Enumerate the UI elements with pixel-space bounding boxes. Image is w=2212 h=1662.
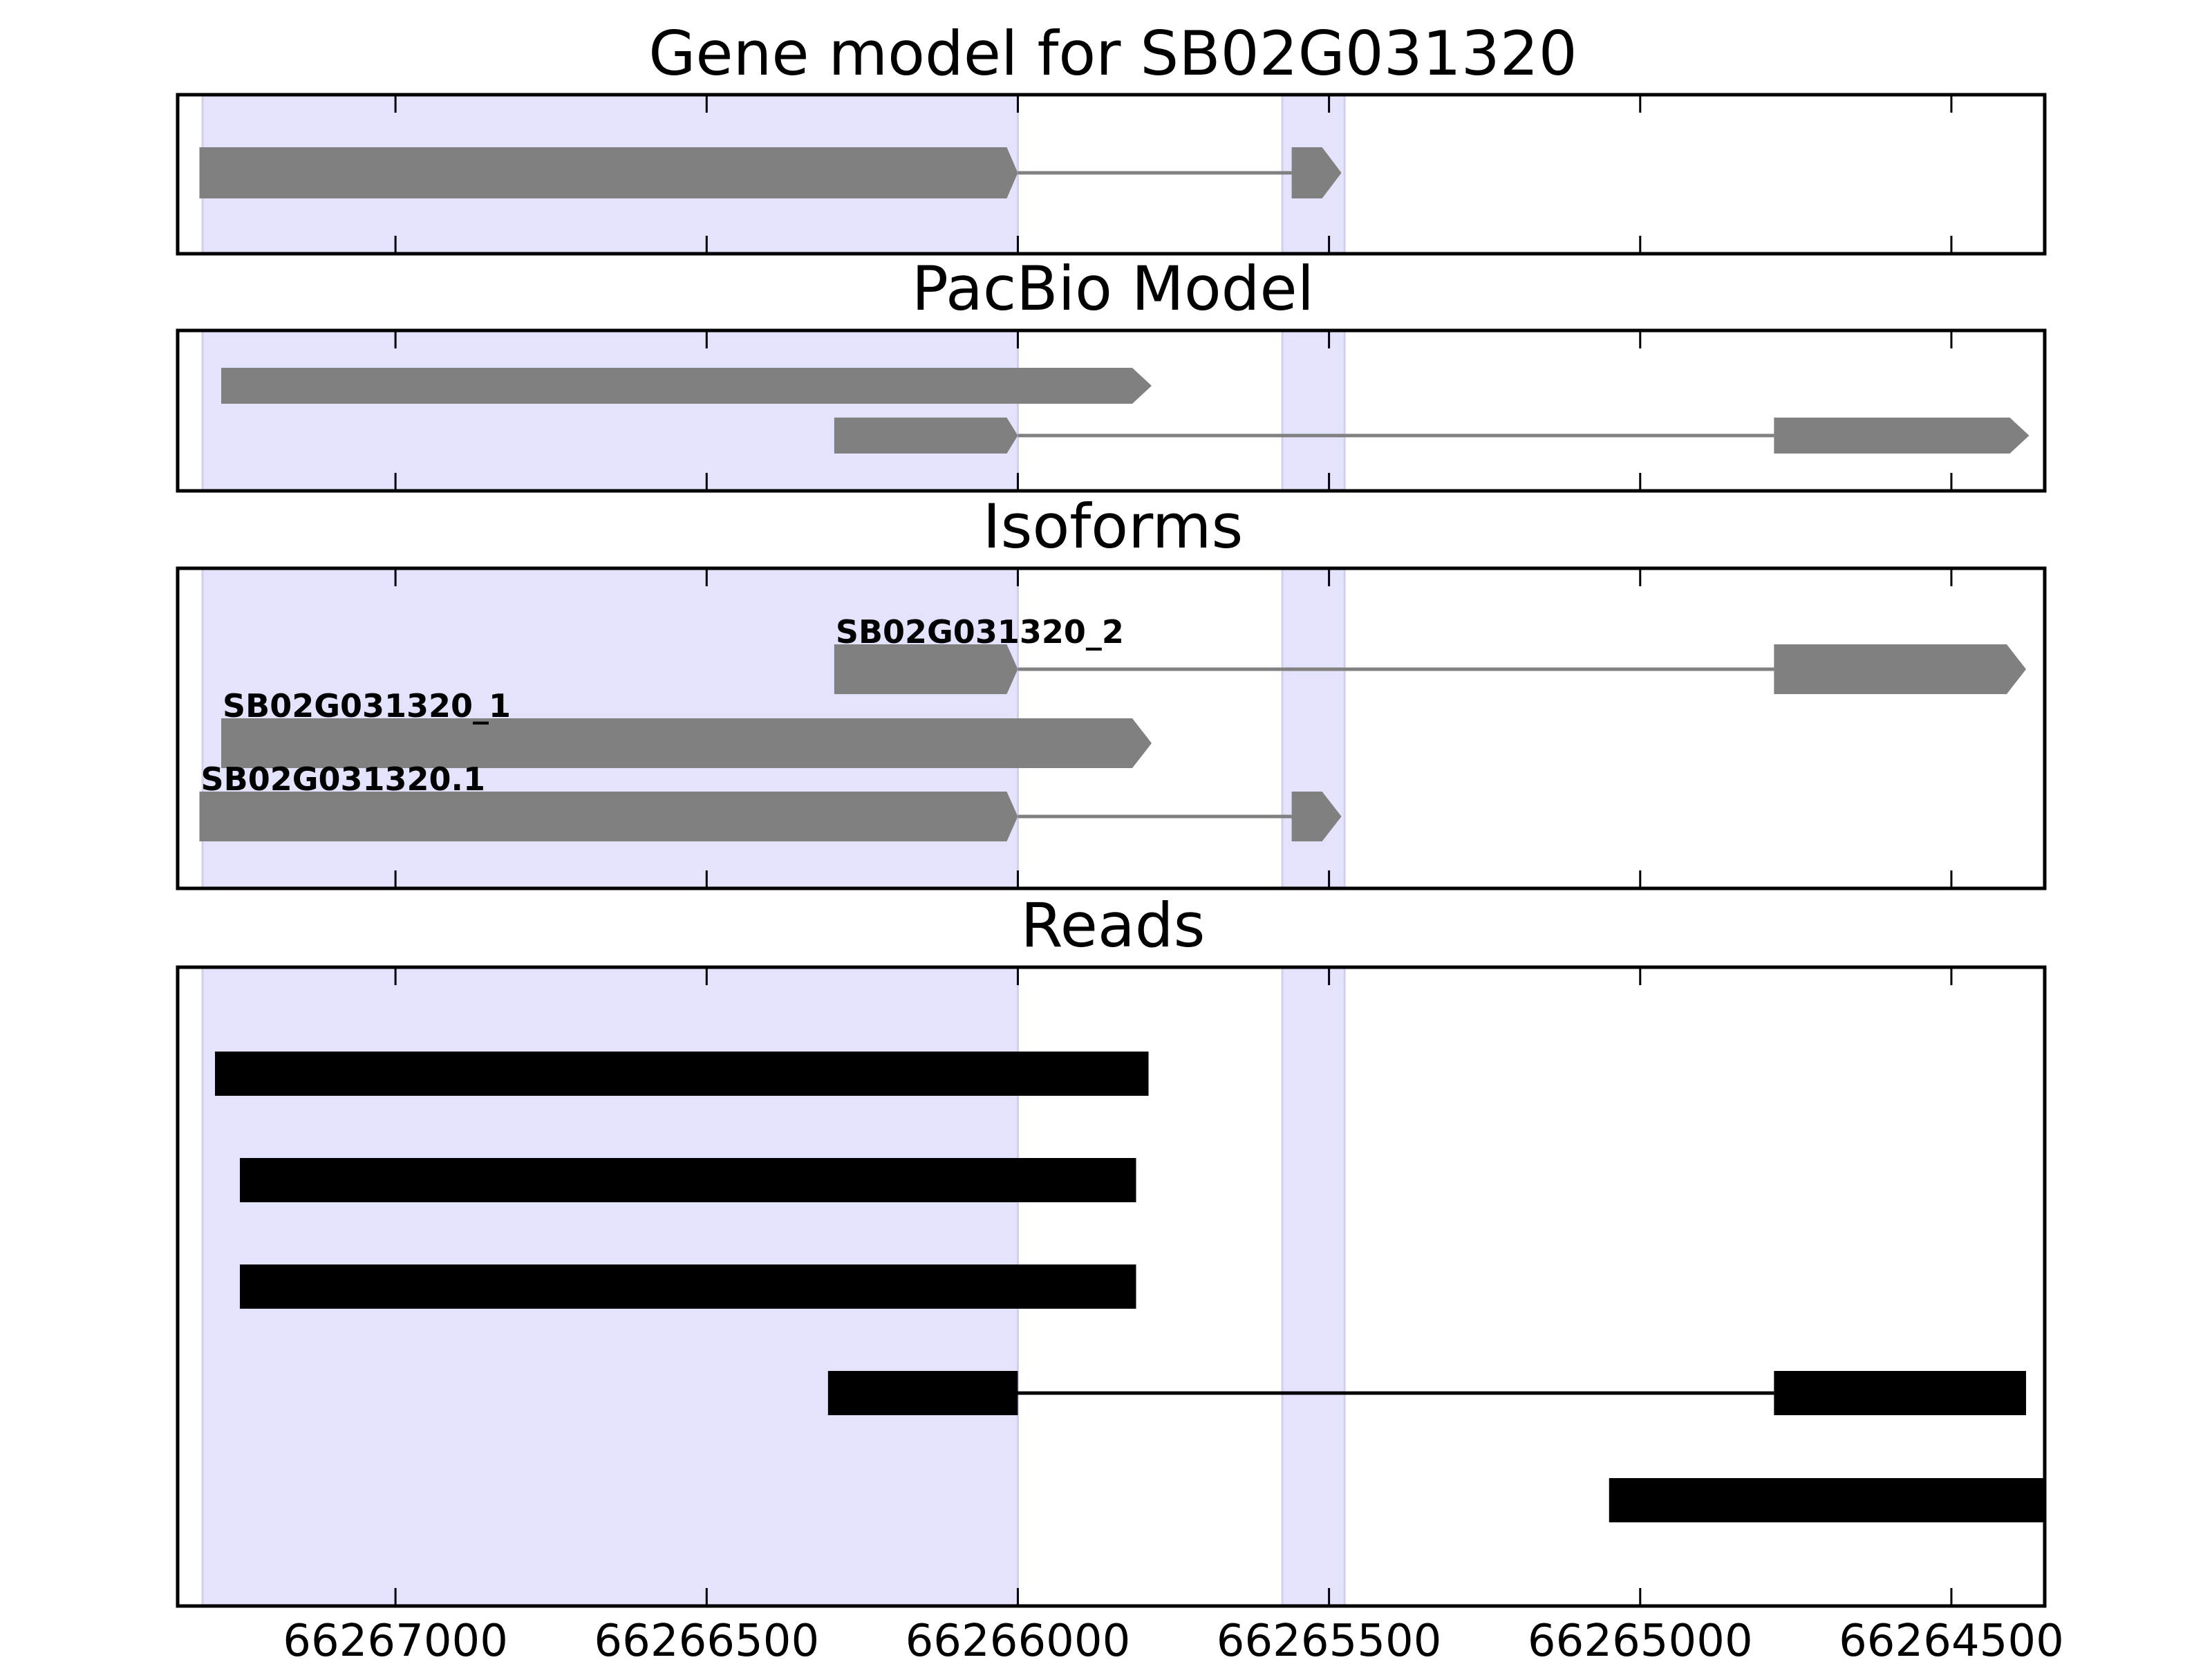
feature [240, 1264, 1136, 1309]
feature: SB02G031320.1 [199, 760, 1342, 841]
exon-block [221, 368, 1152, 404]
exon-block [221, 718, 1152, 768]
exon-block [1291, 792, 1342, 841]
feature [221, 368, 1152, 404]
isoform-label: SB02G031320_2 [836, 613, 1124, 651]
isoform-label: SB02G031320.1 [201, 760, 485, 798]
highlight-region [201, 329, 1019, 492]
panel-isoforms: Isoforms SB02G031320_2 SB02G031320_1 SB02G0… [176, 491, 2047, 890]
figure-title: Gene model for SB02G031320 [648, 18, 1577, 89]
feature [834, 418, 2030, 454]
panel-reads: Reads [176, 890, 2047, 1608]
read-block [215, 1052, 1149, 1096]
feature [240, 1158, 1136, 1202]
read-block [240, 1264, 1136, 1309]
panel-frame [176, 965, 2047, 1608]
panel-gene-model [176, 93, 2047, 256]
exon-block [1774, 418, 2030, 454]
feature [1609, 1478, 2045, 1522]
panel-frame [176, 566, 2047, 890]
exon-block [1291, 147, 1342, 198]
feature [827, 1371, 2026, 1415]
panel-title: Reads [1021, 890, 1206, 961]
feature: SB02G031320_2 [834, 613, 2026, 694]
read-block [827, 1371, 1018, 1415]
feature: SB02G031320_1 [221, 687, 1152, 768]
x-tick-label: 66267000 [283, 1616, 508, 1659]
read-block [240, 1158, 1136, 1202]
exon-block [199, 147, 1018, 198]
panel-pacbio-model: PacBio Model [176, 253, 2047, 493]
x-tick-label: 66265500 [1217, 1616, 1442, 1659]
feature [215, 1052, 1149, 1096]
panel-title: PacBio Model [912, 253, 1314, 324]
read-block [1609, 1478, 2045, 1522]
panel-frame [176, 328, 2047, 493]
isoform-label: SB02G031320_1 [223, 687, 511, 725]
feature [199, 147, 1342, 198]
exon-block [1774, 644, 2026, 694]
exon-block [834, 418, 1018, 454]
read-block [1774, 1371, 2026, 1415]
panel-title: Isoforms [983, 491, 1244, 562]
highlight-region [1281, 966, 1346, 1607]
x-tick-label: 66266500 [594, 1616, 819, 1659]
panel-frame [176, 93, 2047, 256]
x-tick-label: 66264500 [1839, 1616, 2064, 1659]
x-tick-label: 66266000 [906, 1616, 1131, 1659]
exon-block [834, 644, 1018, 694]
exon-block [199, 792, 1018, 841]
x-tick-label: 66265000 [1528, 1616, 1753, 1659]
highlight-region [1281, 329, 1346, 492]
